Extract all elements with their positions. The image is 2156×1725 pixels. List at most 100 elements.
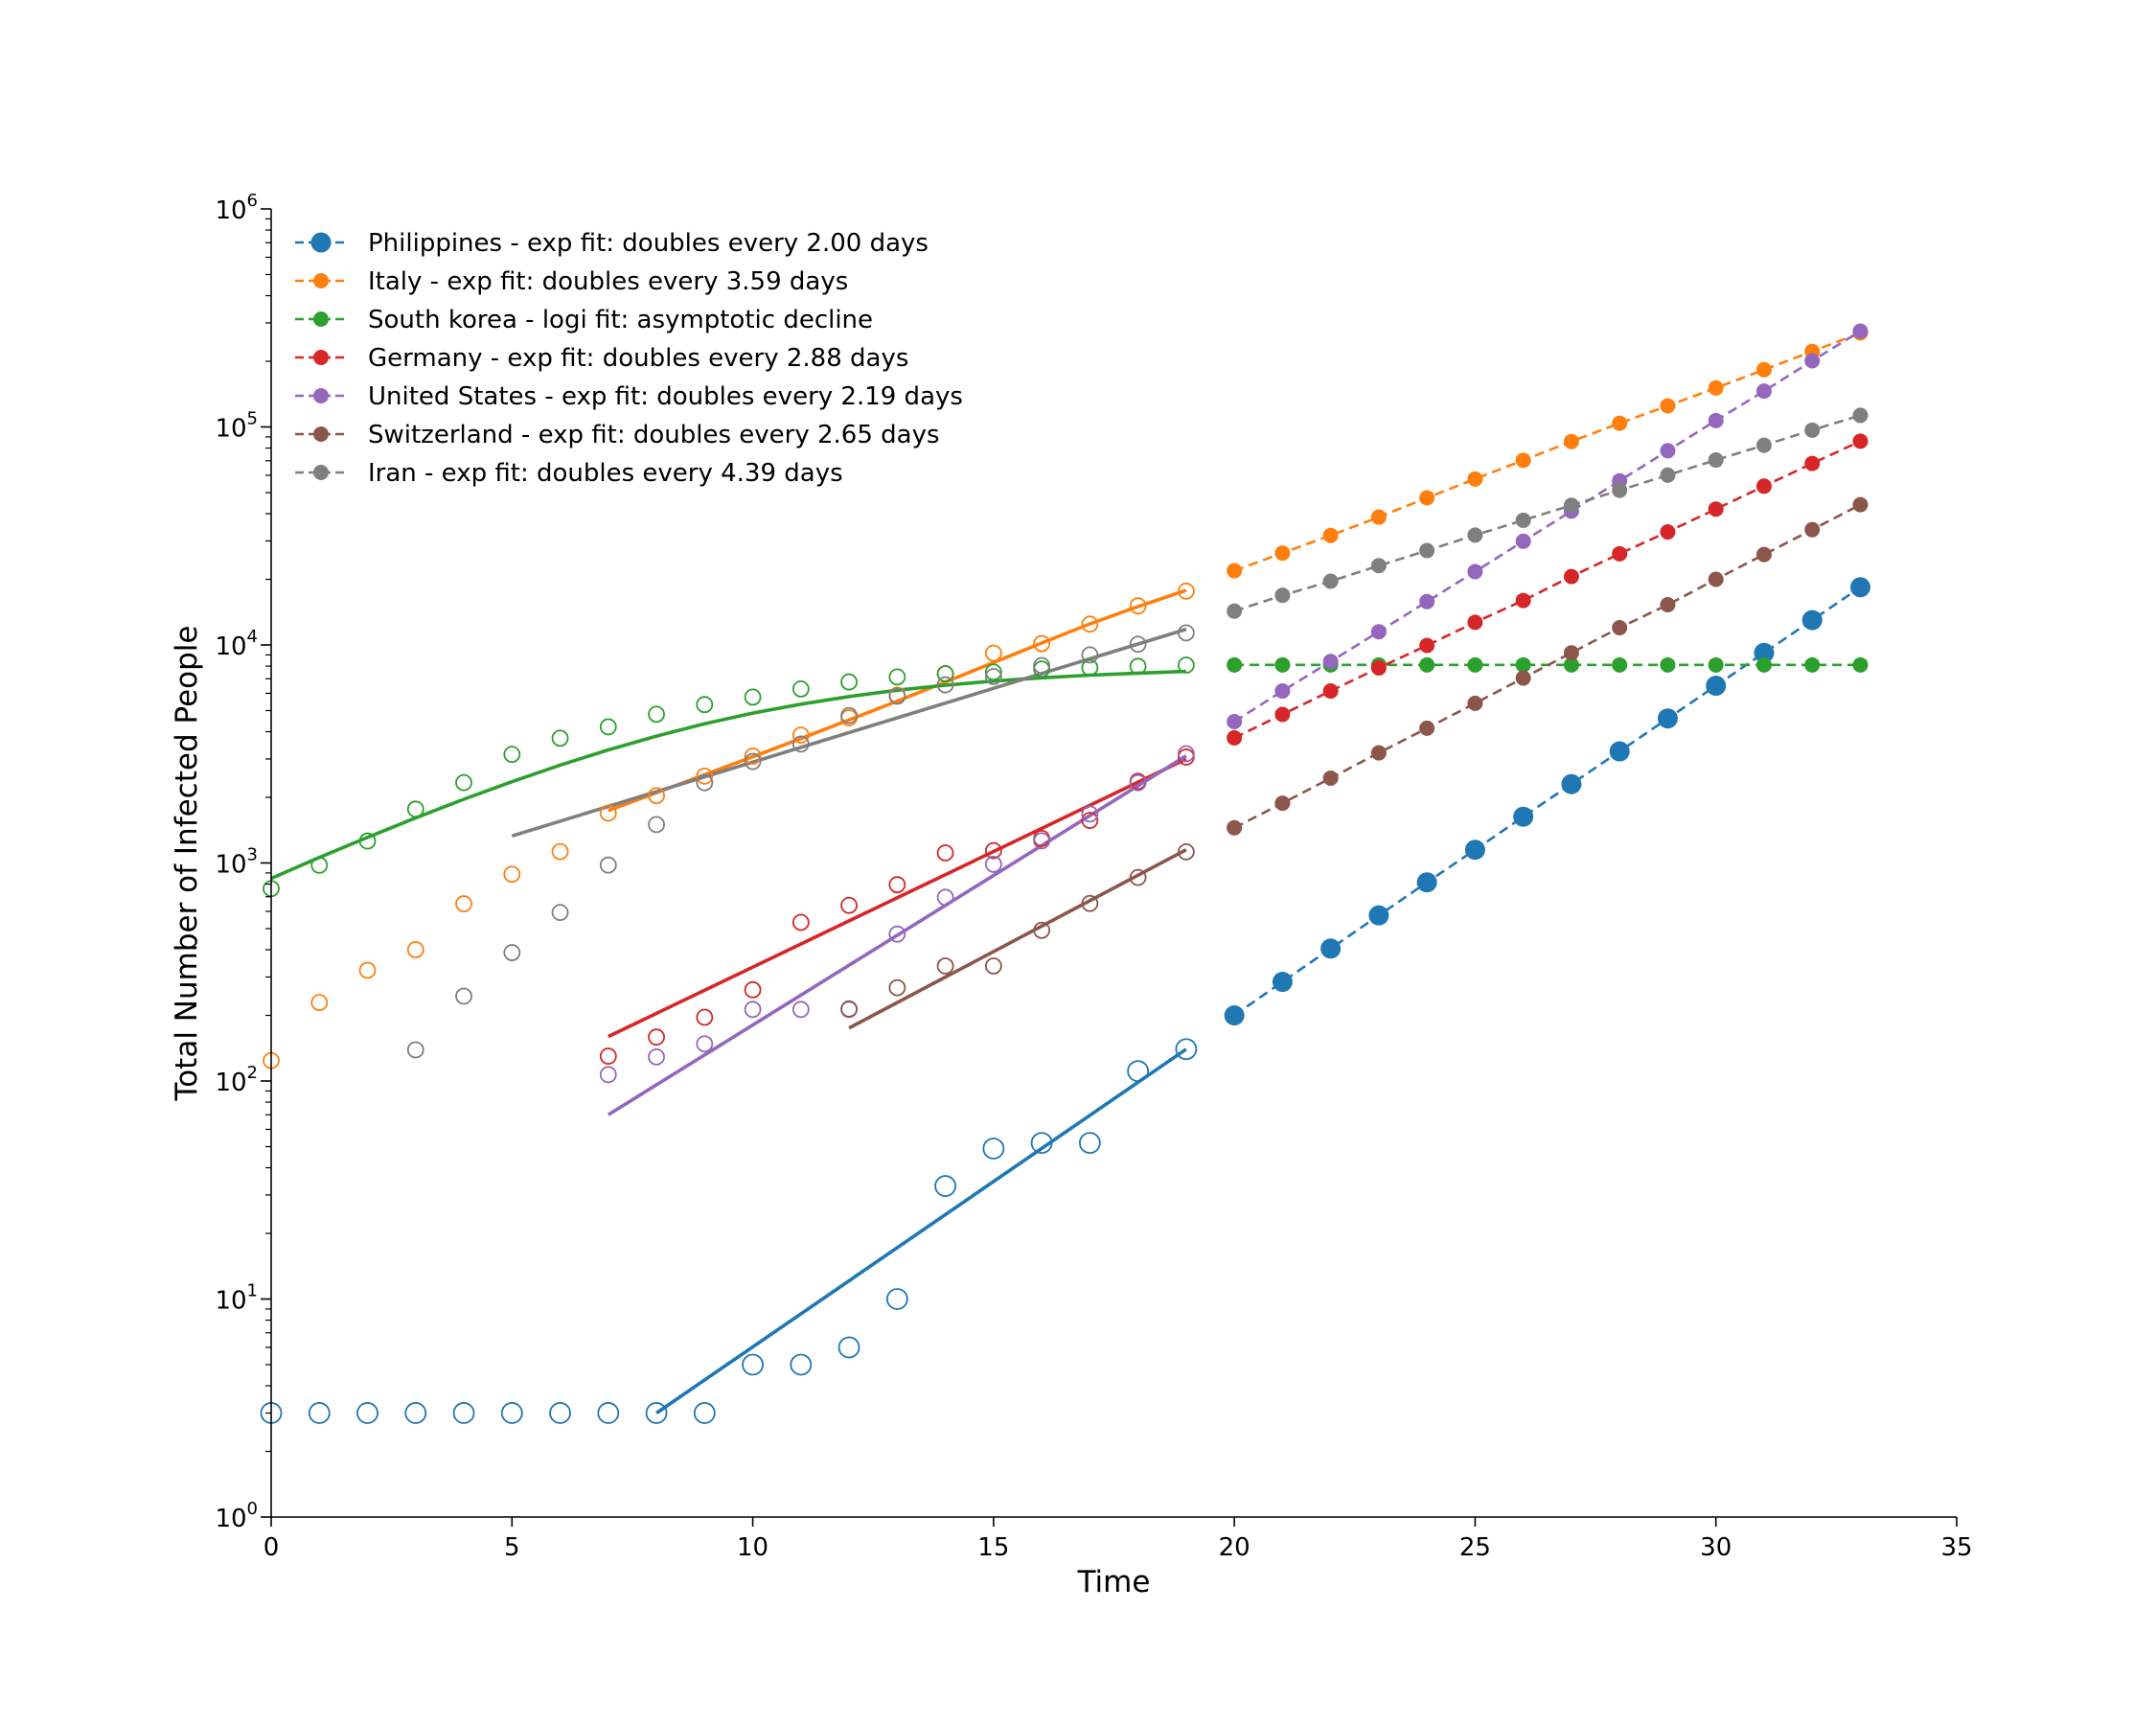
observed-point <box>1033 832 1051 850</box>
forecast-point <box>1322 770 1339 786</box>
observed-point <box>984 663 1002 681</box>
forecast-point <box>1660 467 1676 483</box>
observed-point <box>549 1402 571 1424</box>
forecast-point <box>1322 527 1339 543</box>
observed-point <box>840 673 858 691</box>
legend-marker-3 <box>313 350 329 365</box>
x-tick-label: 10 <box>737 1533 768 1562</box>
forecast-point <box>1708 412 1724 428</box>
legend-marker-5 <box>313 426 329 442</box>
forecast-point <box>1467 656 1483 673</box>
observed-point <box>840 706 858 724</box>
forecast-point <box>1322 573 1339 589</box>
forecast-point <box>1852 433 1869 449</box>
forecast-point <box>1660 524 1676 540</box>
observed-point <box>744 748 762 765</box>
observed-point <box>791 735 810 753</box>
observed-point <box>984 841 1002 860</box>
forecast-point <box>1706 676 1727 697</box>
forecast-point <box>1804 521 1821 538</box>
legend-label-6: Iran - exp fit: doubles every 4.39 days <box>368 459 843 488</box>
observed-point <box>744 752 762 770</box>
observed-point <box>1033 921 1051 939</box>
forecast-point <box>1660 398 1676 414</box>
observed-point <box>358 961 377 979</box>
forecast-point <box>1370 624 1387 640</box>
observed-point <box>597 1402 620 1424</box>
forecast-point <box>1227 603 1243 619</box>
observed-point <box>648 1047 665 1066</box>
observed-point <box>1081 658 1099 677</box>
forecast-point <box>1467 695 1483 711</box>
fit-line-0 <box>655 1047 1187 1414</box>
observed-point <box>984 957 1002 975</box>
observed-point <box>742 1353 764 1376</box>
forecast-point <box>1708 452 1724 469</box>
y-ticks: 100 101 102 103 104 105 106 <box>215 191 271 1533</box>
observed-point <box>1081 615 1099 633</box>
observed-point <box>1081 805 1099 823</box>
y-tick-label: 102 <box>215 1063 258 1097</box>
forecast-point <box>1563 645 1579 661</box>
observed-point <box>696 773 714 792</box>
forecast-point <box>1322 683 1339 700</box>
forecast-point <box>1849 577 1870 598</box>
forecast-point <box>1804 422 1821 438</box>
forecast-point <box>1515 452 1531 469</box>
observed-point <box>791 913 810 932</box>
legend-label-2: South korea - logi fit: asymptotic decli… <box>368 306 873 334</box>
forecast-point <box>1467 614 1483 631</box>
observed-point <box>888 687 906 705</box>
fit-line-6 <box>511 627 1187 839</box>
forecast-point <box>1274 587 1291 604</box>
observed-point <box>503 865 521 884</box>
observed-point <box>984 855 1002 873</box>
forecast-point <box>1708 571 1724 587</box>
observed-point <box>1081 646 1099 664</box>
forecast-point <box>1227 713 1243 729</box>
forecast-point <box>1515 656 1531 673</box>
observed-point <box>791 1000 810 1019</box>
forecast-point <box>1563 656 1579 673</box>
observed-point <box>551 729 569 748</box>
observed-point <box>1177 656 1195 674</box>
observed-point <box>984 644 1002 662</box>
forecast-point <box>1464 840 1485 861</box>
y-tick-label: 104 <box>215 627 258 661</box>
observed-point <box>696 767 714 785</box>
observed-point <box>744 1000 762 1019</box>
observed-point <box>936 665 954 682</box>
forecast-point <box>1368 905 1389 926</box>
observed-point <box>696 696 714 714</box>
x-tick-label: 20 <box>1219 1533 1250 1562</box>
legend: Philippines - exp fit: doubles every 2.0… <box>295 229 963 488</box>
observed-point <box>1177 745 1195 763</box>
observed-point <box>984 668 1002 685</box>
legend-label-4: United States - exp fit: doubles every 2… <box>368 382 963 411</box>
x-axis-title: Time <box>1077 1565 1151 1599</box>
legend-marker-1 <box>313 273 329 288</box>
observed-point <box>406 1041 424 1059</box>
forecast-point <box>1467 564 1483 580</box>
x-tick-label: 35 <box>1940 1533 1972 1562</box>
observed-layer <box>260 582 1198 1424</box>
forecast-point <box>1467 471 1483 487</box>
y-tick-label: 106 <box>215 191 258 225</box>
observed-point <box>790 1353 813 1376</box>
legend-marker-4 <box>313 388 329 403</box>
forecast-point <box>1612 619 1628 635</box>
forecast-point <box>1708 380 1724 396</box>
observed-point <box>599 804 617 822</box>
forecast-point <box>1612 482 1628 498</box>
forecast-point <box>1852 407 1869 424</box>
observed-point <box>1177 582 1195 600</box>
observed-point <box>599 1047 617 1065</box>
forecast-point <box>1416 872 1437 893</box>
observed-point <box>452 1402 475 1424</box>
observed-point <box>837 1336 860 1359</box>
observed-point <box>888 876 906 894</box>
observed-point <box>1129 657 1147 676</box>
observed-point <box>503 746 521 764</box>
fit-line-1 <box>608 588 1187 813</box>
